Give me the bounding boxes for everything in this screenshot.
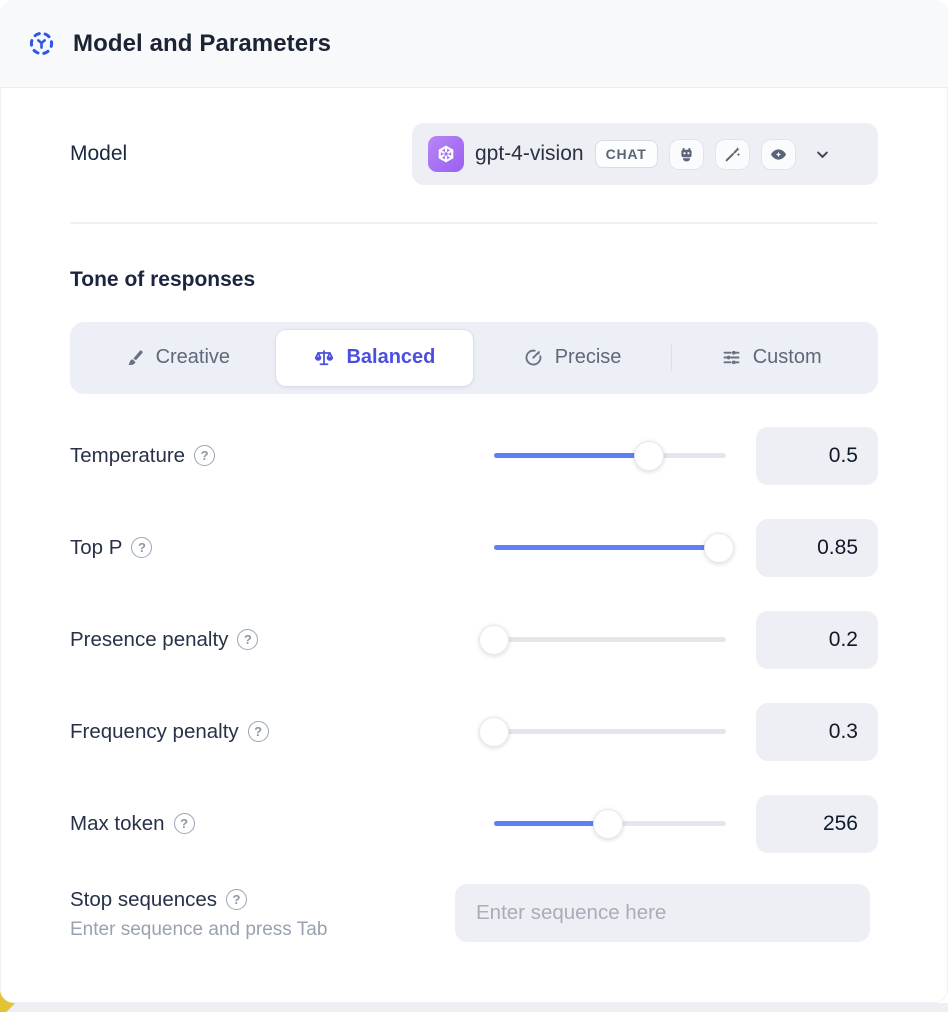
- tone-option-balanced[interactable]: Balanced: [275, 329, 474, 386]
- presence-penalty-value[interactable]: 0.2: [756, 610, 878, 669]
- param-label: Top P: [70, 535, 123, 559]
- param-row-top-p: Top P ? 0.85: [70, 518, 878, 578]
- vision-capability-pill: [760, 138, 796, 170]
- presence-penalty-slider[interactable]: [479, 624, 726, 655]
- stop-sequences-label: Stop sequences: [70, 887, 218, 911]
- help-icon[interactable]: ?: [237, 629, 259, 650]
- paintbrush-icon: [124, 347, 145, 368]
- tone-heading: Tone of responses: [70, 267, 256, 291]
- model-label: Model: [70, 142, 128, 165]
- segment-divider: [670, 344, 673, 371]
- page-background-strip: [0, 1003, 948, 1012]
- magic-wand-icon: [723, 145, 742, 164]
- model-icon: [28, 30, 55, 57]
- tone-option-custom[interactable]: Custom: [672, 330, 870, 386]
- param-row-max-token: Max token ? 256: [70, 794, 878, 854]
- temperature-value[interactable]: 0.5: [756, 426, 878, 485]
- slider-thumb[interactable]: [479, 716, 509, 747]
- frequency-penalty-slider[interactable]: [479, 716, 726, 747]
- slider-track: [494, 729, 726, 734]
- slider-thumb[interactable]: [704, 532, 735, 563]
- model-row: Model gpt-4-vision CHAT: [70, 123, 878, 185]
- param-label: Frequency penalty: [70, 719, 239, 743]
- panel-header: Model and Parameters: [0, 0, 948, 88]
- temperature-slider[interactable]: [494, 440, 726, 471]
- help-icon[interactable]: ?: [131, 537, 153, 558]
- tone-option-label: Precise: [554, 346, 622, 368]
- frequency-penalty-value[interactable]: 0.3: [756, 702, 878, 761]
- max-token-value[interactable]: 256: [756, 794, 878, 853]
- param-row-frequency-penalty: Frequency penalty ? 0.3: [70, 702, 878, 762]
- tone-option-label: Balanced: [346, 346, 436, 368]
- chevron-down-icon: [813, 145, 832, 164]
- slider-thumb[interactable]: [592, 808, 623, 839]
- target-arrow-icon: [523, 347, 544, 368]
- eye-icon: [769, 145, 788, 164]
- tone-option-label: Custom: [752, 346, 822, 368]
- slider-thumb[interactable]: [634, 440, 665, 471]
- top-p-slider[interactable]: [494, 532, 735, 563]
- tone-segmented-control: Creative Balanced: [70, 321, 878, 394]
- slider-fill: [494, 545, 720, 550]
- panel-title: Model and Parameters: [73, 29, 332, 57]
- max-token-slider[interactable]: [494, 808, 726, 839]
- tone-option-precise[interactable]: Precise: [473, 330, 671, 386]
- model-name: gpt-4-vision: [475, 142, 584, 165]
- param-row-presence-penalty: Presence penalty ? 0.2: [70, 610, 878, 670]
- slider-fill: [494, 453, 650, 458]
- balance-scale-icon: [313, 347, 335, 369]
- slider-thumb[interactable]: [479, 624, 509, 655]
- stop-sequences-row: Stop sequences ? Enter sequence and pres…: [70, 883, 878, 942]
- tone-option-label: Creative: [155, 346, 231, 368]
- stop-sequences-helper: Enter sequence and press Tab: [70, 918, 328, 940]
- help-icon[interactable]: ?: [226, 889, 248, 910]
- model-select[interactable]: gpt-4-vision CHAT: [412, 123, 878, 185]
- panel-content: Model gpt-4-vision CHAT: [0, 123, 948, 942]
- param-label: Presence penalty: [70, 627, 229, 651]
- stop-sequence-input[interactable]: [455, 883, 870, 942]
- help-icon[interactable]: ?: [247, 721, 269, 742]
- slider-track: [494, 637, 726, 642]
- tone-option-creative[interactable]: Creative: [78, 330, 276, 386]
- robot-icon: [677, 145, 696, 164]
- help-icon[interactable]: ?: [173, 813, 195, 834]
- top-p-value[interactable]: 0.85: [756, 518, 878, 577]
- slider-fill: [494, 821, 608, 826]
- help-icon[interactable]: ?: [194, 445, 216, 466]
- sliders-icon: [721, 347, 742, 368]
- model-type-badge: CHAT: [594, 140, 658, 168]
- param-label: Max token: [70, 811, 165, 835]
- param-row-temperature: Temperature ? 0.5: [70, 426, 878, 486]
- section-divider: [70, 222, 878, 224]
- robot-capability-pill: [668, 138, 704, 170]
- magic-wand-capability-pill: [714, 138, 750, 170]
- param-label: Temperature: [70, 443, 186, 467]
- openai-logo-icon: [428, 136, 464, 172]
